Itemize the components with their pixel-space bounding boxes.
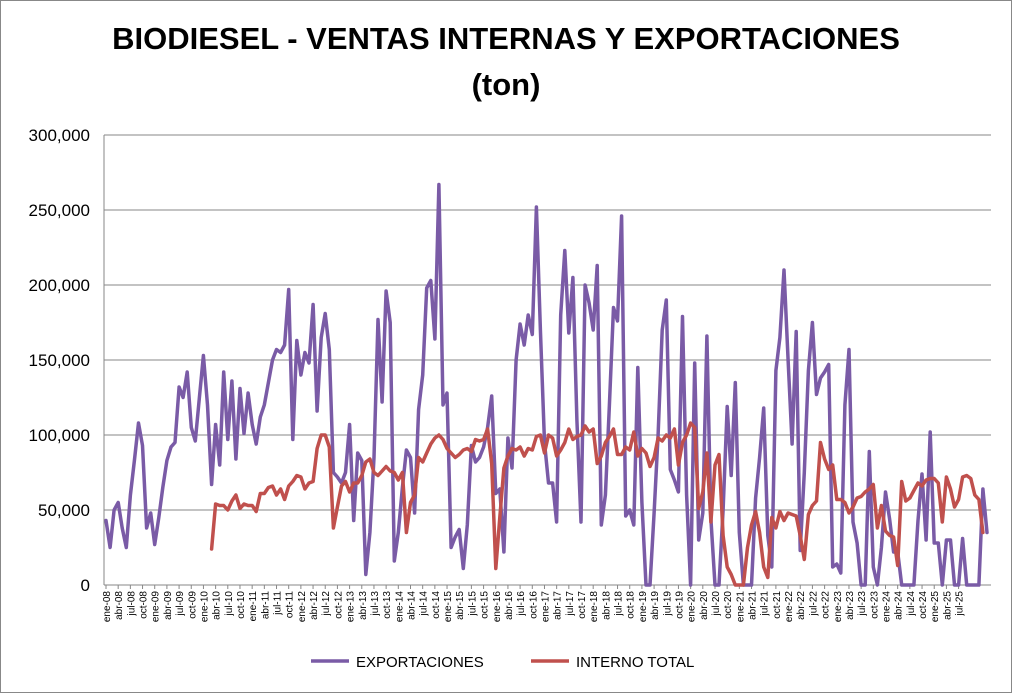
x-tick-label: abr-10 (212, 591, 223, 620)
x-tick-label: oct-20 (723, 591, 734, 619)
x-tick-label: oct-19 (674, 591, 685, 619)
x-tick-label: jul-13 (370, 591, 381, 617)
x-tick-label: ene-09 (151, 591, 162, 623)
chart-subtitle: (ton) (471, 67, 541, 102)
x-tick-label: ene-08 (102, 591, 113, 623)
y-tick-label: 200,000 (29, 276, 90, 295)
x-tick-label: oct-22 (821, 591, 832, 619)
y-tick-label: 300,000 (29, 126, 90, 145)
x-tick-label: ene-19 (638, 591, 649, 623)
x-tick-label: abr-11 (260, 591, 271, 620)
x-tick-label: jul-22 (808, 591, 819, 617)
x-tick-label: jul-21 (760, 591, 771, 617)
x-tick-label: abr-14 (406, 591, 417, 620)
x-tick-label: abr-22 (796, 591, 807, 620)
x-tick-label: jul-11 (273, 591, 284, 616)
x-tick-label: jul-14 (419, 591, 430, 617)
x-tick-label: ene-12 (297, 591, 308, 623)
x-tick-label: jul-23 (857, 591, 868, 617)
x-tick-label: ene-16 (492, 591, 503, 623)
y-tick-label: 150,000 (29, 351, 90, 370)
x-tick-label: abr-09 (163, 591, 174, 620)
x-tick-label: jul-08 (126, 591, 137, 617)
x-tick-label: ene-13 (346, 591, 357, 623)
x-tick-label: oct-08 (139, 591, 150, 619)
x-tick-label: ene-20 (687, 591, 698, 623)
x-tick-label: ene-21 (735, 591, 746, 623)
legend-label: INTERNO TOTAL (576, 654, 694, 671)
x-tick-label: jul-16 (516, 591, 527, 617)
x-tick-label: jul-12 (321, 591, 332, 617)
chart-title: BIODIESEL - VENTAS INTERNAS Y EXPORTACIO… (112, 21, 900, 56)
x-tick-label: jul-17 (565, 591, 576, 617)
x-tick-label: ene-25 (930, 591, 941, 623)
x-tick-label: jul-09 (175, 591, 186, 617)
x-tick-label: abr-25 (942, 591, 953, 620)
x-tick-label: ene-22 (784, 591, 795, 623)
x-tick-label: abr-18 (601, 591, 612, 620)
x-tick-label: oct-11 (285, 591, 296, 618)
x-tick-label: abr-23 (845, 591, 856, 620)
x-tick-label: oct-09 (187, 591, 198, 619)
x-tick-label: oct-14 (431, 591, 442, 619)
y-tick-label: 50,000 (38, 501, 90, 520)
x-tick-label: jul-24 (906, 591, 917, 617)
x-tick-label: ene-17 (540, 591, 551, 623)
x-tick-label: oct-23 (869, 591, 880, 619)
x-tick-label: jul-25 (955, 591, 966, 617)
x-tick-label: jul-18 (614, 591, 625, 617)
x-tick-label: oct-12 (333, 591, 344, 619)
x-tick-label: jul-20 (711, 591, 722, 617)
x-tick-label: abr-19 (650, 591, 661, 620)
x-tick-label: oct-24 (918, 591, 929, 619)
x-tick-label: ene-23 (833, 591, 844, 623)
x-tick-label: abr-24 (894, 591, 905, 620)
x-tick-label: ene-15 (443, 591, 454, 623)
x-tick-label: abr-12 (309, 591, 320, 620)
x-tick-label: jul-10 (224, 591, 235, 617)
x-tick-label: abr-20 (699, 591, 710, 620)
x-tick-label: ene-10 (199, 591, 210, 623)
x-tick-label: jul-19 (662, 591, 673, 617)
x-tick-label: ene-14 (394, 591, 405, 623)
x-tick-label: oct-13 (382, 591, 393, 619)
series-line-exportaciones (104, 182, 989, 587)
series-line-interno-total (209, 421, 985, 587)
y-tick-label: 100,000 (29, 426, 90, 445)
x-tick-label: oct-10 (236, 591, 247, 619)
x-tick-label: oct-18 (626, 591, 637, 619)
x-tick-label: oct-16 (528, 591, 539, 619)
x-tick-label: abr-13 (358, 591, 369, 620)
x-tick-label: ene-24 (882, 591, 893, 623)
legend-label: EXPORTACIONES (356, 654, 484, 671)
x-tick-label: ene-11 (248, 591, 259, 622)
x-tick-label: jul-15 (467, 591, 478, 617)
x-tick-label: abr-21 (748, 591, 759, 620)
x-tick-label: oct-17 (577, 591, 588, 619)
x-tick-label: abr-16 (504, 591, 515, 620)
x-tick-label: ene-18 (589, 591, 600, 623)
x-tick-label: oct-21 (772, 591, 783, 619)
x-tick-label: abr-08 (114, 591, 125, 620)
y-tick-label: 0 (81, 576, 90, 595)
x-tick-label: abr-15 (455, 591, 466, 620)
y-tick-label: 250,000 (29, 201, 90, 220)
x-tick-label: abr-17 (553, 591, 564, 620)
x-tick-label: oct-15 (480, 591, 491, 619)
